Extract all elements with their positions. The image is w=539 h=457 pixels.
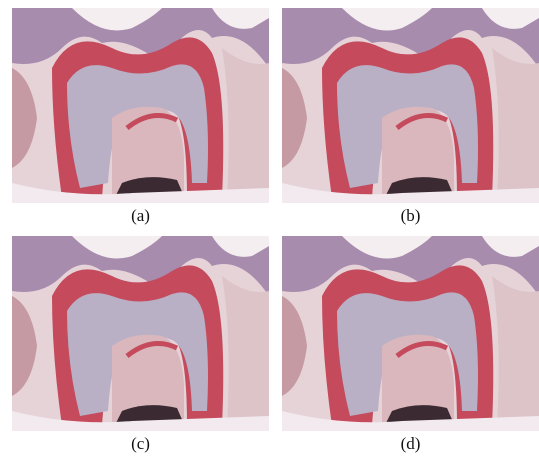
- micrograph: [12, 236, 269, 431]
- micrograph: [12, 8, 269, 203]
- micrograph: [282, 8, 539, 203]
- caption: (b): [282, 206, 539, 226]
- figure: (a) (b) (c) (d) (() => { const data = JS…: [0, 0, 539, 457]
- caption: (d): [282, 434, 539, 454]
- caption: (c): [12, 434, 269, 454]
- caption: (a): [12, 206, 269, 226]
- micrograph: [282, 236, 539, 431]
